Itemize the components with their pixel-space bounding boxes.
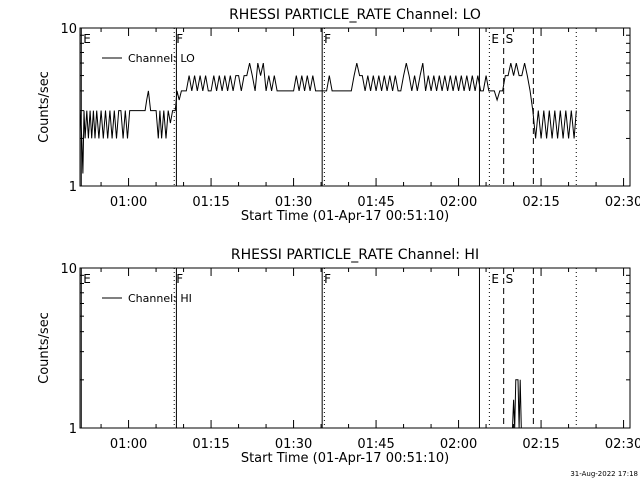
chart-hi: RHESSI PARTICLE_RATE Channel: HI 1 10 01:00… bbox=[37, 247, 640, 466]
event-marker-label: E bbox=[491, 32, 499, 46]
x-tick-label: 01:45 bbox=[357, 195, 394, 210]
chart-title: RHESSI PARTICLE_RATE Channel: HI bbox=[231, 247, 479, 263]
chart-title: RHESSI PARTICLE_RATE Channel: LO bbox=[229, 7, 481, 23]
x-tick-label: 01:00 bbox=[110, 195, 147, 210]
x-tick-label: 01:45 bbox=[357, 437, 394, 452]
x-tick-label: 01:15 bbox=[192, 437, 229, 452]
x-tick-label: 02:15 bbox=[522, 437, 559, 452]
event-marker-label: E bbox=[83, 272, 91, 286]
footer-timestamp: 31-Aug-2022 17:18 bbox=[570, 470, 638, 478]
x-tick-label: 02:00 bbox=[440, 437, 477, 452]
x-tick-label: 01:15 bbox=[192, 195, 229, 210]
series-line bbox=[79, 62, 577, 174]
plot-frame bbox=[79, 27, 631, 187]
y-tick-label: 1 bbox=[69, 180, 77, 195]
legend-label: Channel: HI bbox=[128, 292, 192, 305]
x-tick-label: 01:30 bbox=[275, 437, 312, 452]
y-tick-label: 1 bbox=[69, 422, 77, 437]
y-axis-label: Counts/sec bbox=[37, 312, 52, 384]
event-marker-label: S bbox=[506, 32, 514, 46]
x-tick-label: 02:30 bbox=[605, 195, 640, 210]
legend-label: Channel: LO bbox=[128, 52, 195, 65]
chart-lo: RHESSI PARTICLE_RATE Channel: LO 1 10 01:00… bbox=[37, 7, 640, 224]
x-tick-label: 02:00 bbox=[440, 195, 477, 210]
y-axis-label: Counts/sec bbox=[37, 71, 52, 143]
x-axis-label: Start Time (01-Apr-17 00:51:10) bbox=[241, 451, 449, 466]
event-marker-label: F bbox=[324, 32, 331, 46]
x-tick-label: 02:30 bbox=[605, 437, 640, 452]
event-marker-label: E bbox=[83, 32, 91, 46]
series-line bbox=[512, 379, 523, 429]
event-marker-label: F bbox=[176, 272, 183, 286]
event-marker-label: F bbox=[176, 32, 183, 46]
plot-frame bbox=[79, 267, 631, 429]
x-tick-label: 01:30 bbox=[275, 195, 312, 210]
x-tick-label: 01:00 bbox=[110, 437, 147, 452]
x-axis-label: Start Time (01-Apr-17 00:51:10) bbox=[241, 209, 449, 224]
event-marker-label: S bbox=[506, 272, 514, 286]
event-marker-label: F bbox=[324, 272, 331, 286]
y-tick-label: 10 bbox=[60, 22, 77, 37]
x-tick-label: 02:15 bbox=[522, 195, 559, 210]
y-tick-label: 10 bbox=[60, 262, 77, 277]
event-marker-label: E bbox=[491, 272, 499, 286]
